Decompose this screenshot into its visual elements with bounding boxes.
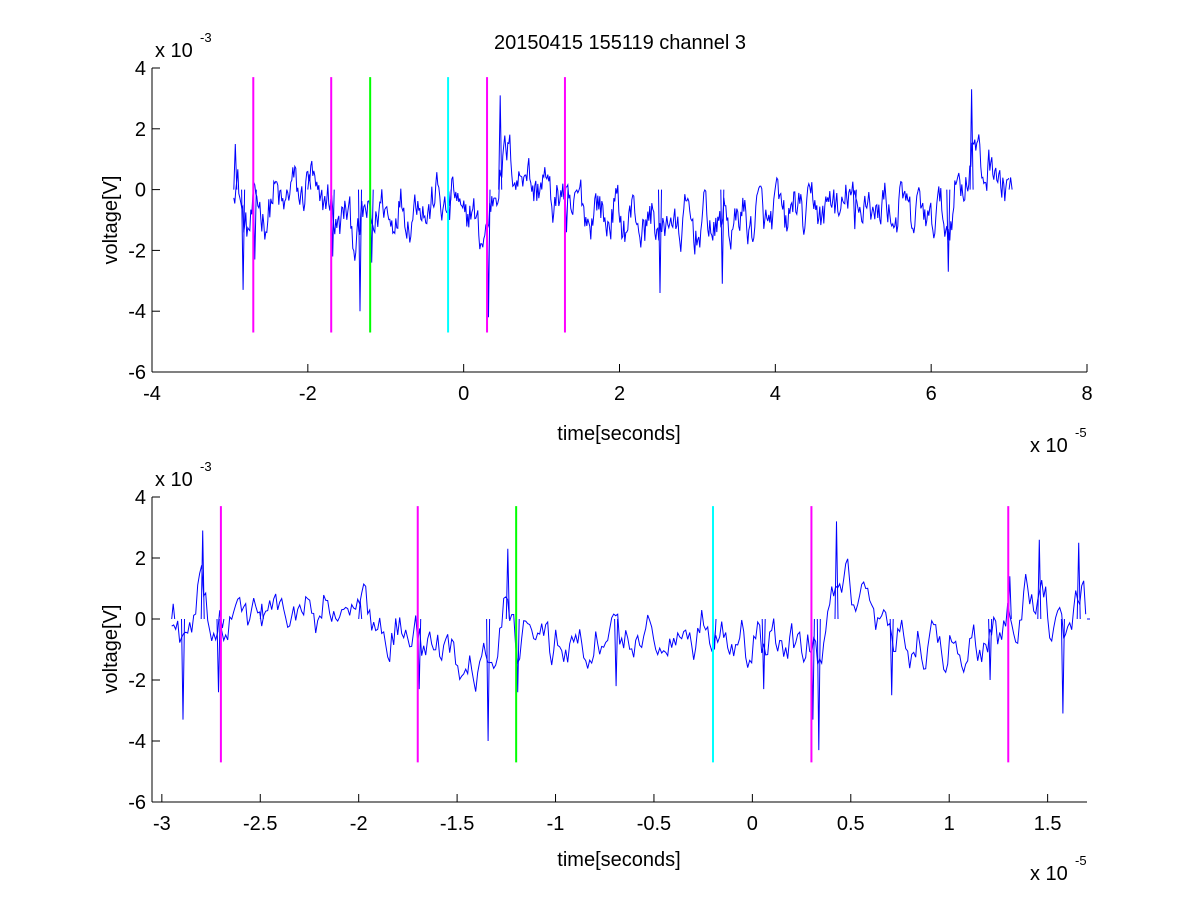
top-x-multiplier-exponent: -5 — [1075, 425, 1087, 440]
top-y-axis-label: voltage[V] — [100, 176, 122, 265]
bottom-signal-peak — [486, 618, 491, 742]
y-tick-label: 0 — [135, 609, 146, 631]
bottom-x-multiplier-exponent: -5 — [1075, 853, 1087, 868]
y-tick-label: -6 — [128, 362, 146, 384]
bottom-ticks: -3 -2.5 -2 -1.5 -1 -0.5 0 0.5 1 1.5 -6 -4 -2 0 2 4 — [128, 487, 1061, 835]
bottom-signal-peak — [181, 618, 185, 720]
x-tick-label: 1.5 — [1034, 813, 1062, 835]
top-signal-peak — [241, 189, 246, 290]
bottom-y-multiplier-exponent: -3 — [200, 459, 212, 474]
bottom-signal-peak — [216, 618, 221, 693]
y-tick-label: 0 — [135, 180, 146, 202]
x-tick-label: -1 — [547, 813, 565, 835]
x-tick-label: 6 — [926, 383, 937, 405]
x-tick-label: -0.5 — [637, 813, 671, 835]
x-tick-label: 0 — [747, 813, 758, 835]
top-x-multiplier-base: x 10 — [1030, 435, 1068, 457]
y-tick-label: -4 — [128, 301, 146, 323]
top-signal-peak — [720, 189, 725, 284]
top-signal-line — [233, 134, 1010, 261]
bottom-x-multiplier: x 10 -5 — [1030, 853, 1087, 885]
x-tick-label: -3 — [153, 813, 171, 835]
bottom-marker-layer — [219, 506, 1010, 763]
bottom-signal-peak — [358, 600, 363, 620]
top-signal-peak — [498, 95, 503, 190]
top-signal-peak — [307, 174, 312, 190]
y-tick-label: 4 — [135, 487, 146, 509]
top-y-multiplier-base: x 10 — [155, 40, 193, 62]
bottom-signal-peak — [1060, 618, 1065, 714]
y-tick-label: -2 — [128, 670, 146, 692]
figure-title: 20150415 155119 channel 3 — [494, 32, 746, 54]
y-tick-label: -2 — [128, 240, 146, 262]
bottom-y-axis-label: voltage[V] — [100, 605, 122, 694]
top-signal-peak — [658, 189, 662, 294]
x-tick-label: 1 — [944, 813, 955, 835]
y-tick-label: 4 — [135, 58, 146, 80]
bottom-x-axis-label: time[seconds] — [557, 849, 680, 871]
top-signal-peak — [852, 189, 857, 230]
x-tick-label: 0 — [458, 383, 469, 405]
top-signal-peak — [969, 89, 974, 190]
x-tick-label: 2 — [614, 383, 625, 405]
x-tick-label: -1.5 — [440, 813, 474, 835]
bottom-signal-peak — [1037, 539, 1042, 620]
y-tick-label: -4 — [128, 731, 146, 753]
bottom-signal-peak — [834, 521, 839, 620]
bottom-signal-peak — [889, 618, 894, 696]
bottom-signal-peak — [761, 618, 766, 690]
bottom-x-multiplier-base: x 10 — [1030, 863, 1068, 885]
bottom-signal-peak — [816, 618, 821, 751]
x-tick-label: 4 — [770, 383, 781, 405]
bottom-signal-line — [171, 558, 1087, 692]
bottom-y-multiplier: x 10 -3 — [155, 459, 212, 491]
bottom-plot: -3 -2.5 -2 -1.5 -1 -0.5 0 0.5 1 1.5 -6 -4 -2 0 2 4 time… — [100, 459, 1090, 885]
bottom-signal-peak — [200, 530, 205, 620]
x-tick-label: -2.5 — [243, 813, 277, 835]
x-tick-label: -2 — [350, 813, 368, 835]
top-marker-layer — [252, 77, 566, 333]
x-tick-label: -4 — [143, 383, 161, 405]
x-tick-label: -2 — [299, 383, 317, 405]
bottom-signal-peak — [1076, 542, 1081, 620]
bottom-signal-peak — [259, 603, 264, 620]
top-signal-peak — [358, 189, 362, 312]
bottom-y-multiplier-base: x 10 — [155, 469, 193, 491]
top-x-axis-label: time[seconds] — [557, 423, 680, 445]
x-tick-label: 8 — [1081, 383, 1092, 405]
y-tick-label: 2 — [135, 548, 146, 570]
x-tick-label: 0.5 — [837, 813, 865, 835]
top-signal-peak — [946, 189, 951, 272]
bottom-signal-peak — [988, 618, 993, 681]
y-tick-label: -6 — [128, 792, 146, 814]
top-signal-peak — [1008, 177, 1013, 190]
bottom-signal-peak — [505, 548, 510, 620]
y-tick-label: 2 — [135, 119, 146, 141]
top-y-multiplier: x 10 -3 — [155, 30, 212, 62]
top-signal-peak — [233, 143, 238, 190]
bottom-signal-peak — [171, 603, 176, 620]
top-y-multiplier-exponent: -3 — [200, 30, 212, 45]
top-x-multiplier: x 10 -5 — [1030, 425, 1087, 457]
bottom-signal-peak — [614, 618, 619, 687]
